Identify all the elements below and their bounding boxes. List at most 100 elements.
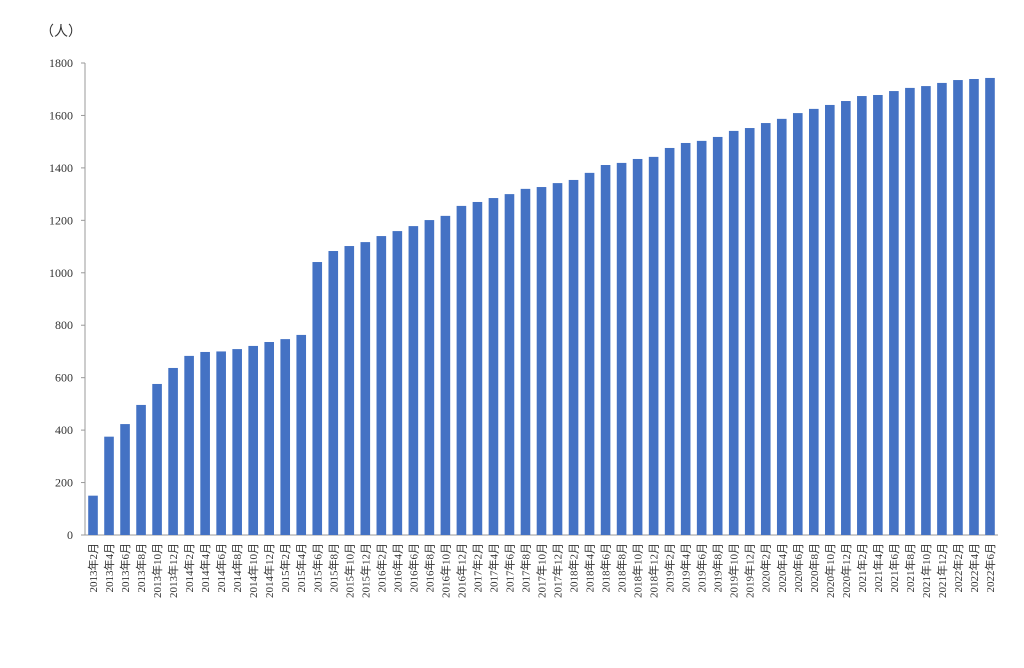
bar — [184, 355, 194, 535]
bar — [744, 128, 755, 535]
x-tick-label: 2022年6月 — [983, 543, 997, 593]
bar — [248, 345, 258, 535]
bar — [504, 194, 515, 535]
x-tick-label: 2018年2月 — [567, 543, 581, 593]
x-tick-label: 2017年12月 — [551, 543, 565, 598]
y-tick-label: 1000 — [49, 266, 73, 280]
x-tick-label: 2019年4月 — [679, 543, 693, 593]
bar — [424, 220, 435, 535]
x-tick-label: 2013年4月 — [102, 543, 116, 593]
x-tick-label: 2014年2月 — [182, 543, 196, 593]
bar — [536, 187, 547, 535]
bar — [88, 495, 98, 535]
x-tick-label: 2017年8月 — [518, 543, 532, 593]
unit-label: （人） — [40, 24, 82, 40]
bar — [216, 351, 226, 535]
bar — [808, 108, 819, 535]
x-tick-label: 2013年6月 — [118, 543, 132, 593]
x-tick-label: 2018年10月 — [631, 543, 645, 598]
bar — [921, 86, 931, 535]
x-tick-label: 2018年12月 — [647, 543, 661, 598]
bar — [792, 113, 803, 535]
x-tick-label: 2016年2月 — [374, 543, 388, 593]
bar — [296, 334, 307, 535]
x-tick-label: 2020年6月 — [791, 543, 805, 593]
bar — [264, 342, 275, 535]
bar — [344, 246, 355, 535]
y-tick-label: 800 — [55, 318, 73, 332]
bar — [520, 188, 531, 535]
x-tick-label: 2017年4月 — [486, 543, 500, 593]
x-tick-label: 2017年2月 — [470, 543, 484, 593]
bar — [440, 215, 451, 535]
y-tick-label: 200 — [55, 476, 73, 490]
bar — [712, 136, 723, 536]
bar — [552, 183, 563, 535]
x-tick-label: 2013年2月 — [86, 543, 100, 593]
x-tick-label: 2021年8月 — [903, 543, 917, 593]
y-tick-label: 1200 — [49, 213, 73, 227]
x-tick-label: 2017年10月 — [535, 543, 549, 598]
x-tick-label: 2016年8月 — [422, 543, 436, 593]
bar — [600, 165, 611, 535]
x-tick-label: 2020年10月 — [823, 543, 837, 598]
x-tick-label: 2015年10月 — [342, 543, 356, 598]
bar — [873, 94, 883, 535]
bar — [456, 205, 467, 535]
bar — [120, 424, 130, 535]
x-tick-label: 2021年2月 — [855, 543, 869, 593]
bar — [376, 236, 387, 536]
x-tick-label: 2014年12月 — [262, 543, 276, 598]
x-tick-label: 2020年2月 — [759, 543, 773, 593]
x-tick-label: 2013年10月 — [150, 543, 164, 598]
bar — [664, 147, 675, 535]
x-tick-label: 2015年2月 — [278, 543, 292, 593]
y-tick-label: 0 — [67, 528, 73, 542]
bar — [680, 142, 691, 535]
bar — [696, 140, 707, 535]
bar — [969, 78, 979, 536]
bar — [937, 82, 947, 535]
bar — [760, 123, 771, 535]
x-tick-label: 2014年4月 — [198, 543, 212, 593]
x-tick-label: 2013年12月 — [166, 543, 180, 598]
x-tick-label: 2022年4月 — [967, 543, 981, 593]
bar — [392, 231, 403, 535]
bar — [200, 351, 210, 535]
x-tick-label: 2014年10月 — [246, 543, 260, 598]
x-tick-label: 2016年12月 — [454, 543, 468, 598]
y-tick-label: 1800 — [49, 56, 73, 70]
bar — [232, 349, 242, 535]
x-tick-label: 2021年12月 — [935, 543, 949, 598]
bar — [136, 404, 146, 535]
x-tick-label: 2019年6月 — [695, 543, 709, 593]
bar — [312, 262, 323, 535]
x-tick-label: 2014年8月 — [230, 543, 244, 593]
bar — [104, 436, 114, 535]
x-tick-label: 2016年10月 — [438, 543, 452, 598]
x-tick-label: 2013年8月 — [134, 543, 148, 593]
x-tick-label: 2019年2月 — [663, 543, 677, 593]
bar — [472, 201, 483, 535]
bar — [985, 77, 995, 536]
x-tick-label: 2017年6月 — [502, 543, 516, 593]
x-tick-label: 2022年2月 — [951, 543, 965, 593]
bar — [825, 104, 835, 535]
bar — [568, 179, 579, 535]
bar — [841, 101, 851, 536]
bar — [280, 339, 291, 535]
bar — [616, 162, 627, 535]
x-tick-label: 2020年4月 — [775, 543, 789, 593]
bar — [360, 242, 371, 535]
x-tick-label: 2014年6月 — [214, 543, 228, 593]
x-tick-label: 2018年6月 — [599, 543, 613, 593]
bar — [488, 198, 499, 536]
bar — [648, 156, 659, 535]
x-tick-label: 2019年12月 — [743, 543, 757, 598]
bar — [905, 87, 915, 536]
bar — [408, 226, 419, 535]
bar — [857, 96, 867, 535]
x-tick-label: 2020年12月 — [839, 543, 853, 598]
x-tick-label: 2015年8月 — [326, 543, 340, 593]
